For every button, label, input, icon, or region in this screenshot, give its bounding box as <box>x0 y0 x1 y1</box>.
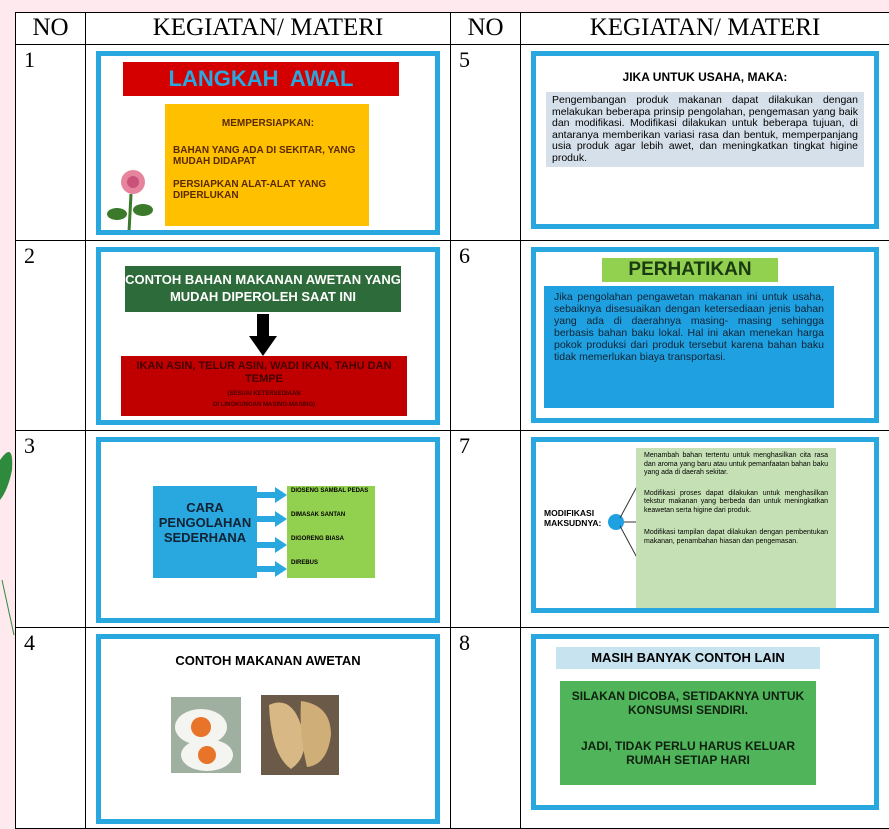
header: NO <box>451 13 521 45</box>
paragraph: Pengembangan produk makanan dapat dilaku… <box>546 92 864 167</box>
list-item: Menambah bahan tertentu untuk menghasilk… <box>644 452 828 478</box>
slide: LANGKAH AWAL MEMPERSIAPKAN: BAHAN YANG A… <box>96 51 440 235</box>
slide-title: CONTOH BAHAN MAKANAN AWETAN YANG MUDAH D… <box>125 266 401 312</box>
box: IKAN ASIN, TELUR ASIN, WADI IKAN, TAHU D… <box>121 356 407 416</box>
box: SILAKAN DICOBA, SETIDAKNYA UNTUK KONSUMS… <box>560 681 816 785</box>
slide: CARA PENGOLAHAN SEDERHANA DIOSENG SAMBAL… <box>96 437 440 623</box>
paragraph: Jika pengolahan pengawetan makanan ini u… <box>544 286 834 408</box>
slide: CONTOH BAHAN MAKANAN AWETAN YANG MUDAH D… <box>96 247 440 425</box>
slide-title: PERHATIKAN <box>602 258 778 282</box>
row-number: 1 <box>16 45 86 241</box>
row-number: 3 <box>16 431 86 628</box>
list-item: PERSIAPKAN ALAT-ALAT YANG DIPERLUKAN <box>173 179 363 201</box>
box: CARA PENGOLAHAN SEDERHANA <box>153 486 257 578</box>
note: DI LINGKUNGAN MASING-MASING) <box>121 402 407 408</box>
list-item: DIREBUS <box>291 560 371 566</box>
list-item: DIOSENG SAMBAL PEDAS <box>291 488 371 512</box>
salted-egg-image <box>171 697 241 773</box>
row-number: 5 <box>451 45 521 241</box>
box-heading: MEMPERSIAPKAN: <box>173 118 363 129</box>
row-number: 8 <box>451 628 521 829</box>
arrow <box>249 314 277 356</box>
crackers-image <box>261 695 339 775</box>
slide-title: LANGKAH AWAL <box>123 62 399 96</box>
examples: IKAN ASIN, TELUR ASIN, WADI IKAN, TAHU D… <box>121 360 407 386</box>
schedule-table: NO KEGIATAN/ MATERI NO KEGIATAN/ MATERI … <box>15 12 889 829</box>
slide-title: CONTOH MAKANAN AWETAN <box>101 653 435 668</box>
box: MEMPERSIAPKAN: BAHAN YANG ADA DI SEKITAR… <box>165 104 369 226</box>
message: JADI, TIDAK PERLU HARUS KELUAR RUMAH SET… <box>560 739 816 767</box>
row-number: 7 <box>451 431 521 628</box>
header: KEGIATAN/ MATERI <box>521 13 889 45</box>
list-item: BAHAN YANG ADA DI SEKITAR, YANG MUDAH DI… <box>173 145 363 167</box>
list-item: DIGORENG BIASA <box>291 536 371 560</box>
box: Menambah bahan tertentu untuk menghasilk… <box>636 448 836 608</box>
leaf-decoration <box>0 440 16 640</box>
list-item: DIMASAK SANTAN <box>291 512 371 536</box>
slide: MODIFIKASI MAKSUDNYA: Menambah bahan ter… <box>531 437 879 613</box>
slide: JIKA UNTUK USAHA, MAKA: Pengembangan pro… <box>531 51 879 229</box>
row-number: 4 <box>16 628 86 829</box>
header: KEGIATAN/ MATERI <box>86 13 451 45</box>
message: SILAKAN DICOBA, SETIDAKNYA UNTUK KONSUMS… <box>560 689 816 717</box>
rose-image <box>101 164 161 234</box>
row-number: 2 <box>16 241 86 431</box>
slide-title: MASIH BANYAK CONTOH LAIN <box>556 647 820 669</box>
arrows <box>257 486 289 578</box>
list-item: Modifikasi proses dapat dilakukan untuk … <box>644 490 828 516</box>
box: DIOSENG SAMBAL PEDAS DIMASAK SANTAN DIGO… <box>287 486 375 578</box>
header: NO <box>16 13 86 45</box>
slide: MASIH BANYAK CONTOH LAIN SILAKAN DICOBA,… <box>531 634 879 810</box>
list-item: Modifikasi tampilan dapat dilakukan deng… <box>644 529 828 546</box>
slide-title: JIKA UNTUK USAHA, MAKA: <box>546 70 864 84</box>
slide: CONTOH MAKANAN AWETAN <box>96 634 440 824</box>
slide-title: MODIFIKASI MAKSUDNYA: <box>544 508 614 528</box>
slide: PERHATIKAN Jika pengolahan pengawetan ma… <box>531 247 879 423</box>
note: (SESUAI KETERSEDIAAN <box>121 391 407 397</box>
row-number: 6 <box>451 241 521 431</box>
